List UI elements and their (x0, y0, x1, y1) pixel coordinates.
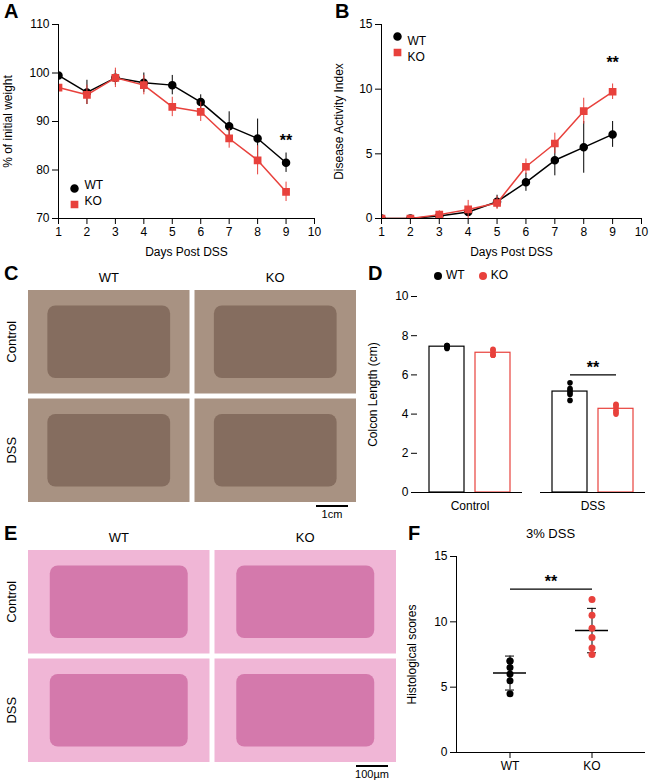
svg-text:**: ** (606, 54, 619, 71)
svg-text:5: 5 (169, 225, 176, 239)
svg-text:2: 2 (402, 446, 409, 460)
svg-text:KO: KO (408, 50, 425, 64)
svg-text:3: 3 (112, 225, 119, 239)
svg-text:1: 1 (378, 225, 385, 239)
svg-text:Colcon Length (cm): Colcon Length (cm) (366, 342, 380, 447)
svg-text:110: 110 (30, 17, 49, 31)
svg-text:5: 5 (441, 680, 448, 694)
html-text:D: D (368, 262, 383, 284)
svg-text:4: 4 (465, 225, 472, 239)
svg-text:Control: Control (4, 581, 19, 623)
html-text:A: A (4, 0, 19, 22)
svg-text:0: 0 (441, 745, 448, 759)
html-text:WT: WT (446, 268, 465, 282)
svg-text:6: 6 (523, 225, 530, 239)
html-text:E: E (4, 522, 18, 544)
svg-text:KO: KO (296, 530, 315, 545)
html-text:3% DSS: 3% DSS (525, 526, 576, 541)
svg-text:2: 2 (407, 225, 414, 239)
html-text:F: F (408, 522, 421, 544)
svg-text:5: 5 (366, 147, 373, 161)
svg-text:Days Post DSS: Days Post DSS (470, 245, 553, 259)
svg-text:10: 10 (359, 82, 373, 96)
svg-text:8: 8 (402, 329, 409, 343)
svg-text:10: 10 (635, 225, 649, 239)
svg-text:15: 15 (359, 17, 373, 31)
svg-text:4: 4 (402, 407, 409, 421)
svg-text:0: 0 (402, 485, 409, 499)
svg-text:1: 1 (55, 225, 62, 239)
svg-text:7: 7 (551, 225, 558, 239)
svg-text:100µm: 100µm (355, 768, 389, 780)
svg-text:3: 3 (436, 225, 443, 239)
svg-text:7: 7 (226, 225, 233, 239)
svg-text:**: ** (280, 132, 293, 149)
svg-text:Disease Activity Index: Disease Activity Index (332, 63, 346, 180)
svg-text:WT: WT (99, 270, 119, 285)
html-text:KO: KO (490, 268, 508, 282)
svg-text:5: 5 (494, 225, 501, 239)
svg-text:10: 10 (308, 225, 322, 239)
html-text:B: B (335, 0, 350, 22)
svg-text:9: 9 (609, 225, 616, 239)
svg-text:DSS: DSS (4, 697, 19, 724)
svg-text:10: 10 (434, 615, 448, 629)
svg-text:**: ** (587, 359, 600, 376)
svg-text:90: 90 (36, 114, 50, 128)
svg-text:Days Post DSS: Days Post DSS (145, 245, 228, 259)
svg-text:**: ** (545, 573, 558, 590)
svg-text:WT: WT (109, 530, 129, 545)
svg-text:1cm: 1cm (322, 508, 343, 520)
svg-text:9: 9 (283, 225, 290, 239)
svg-text:4: 4 (140, 225, 147, 239)
svg-text:KO: KO (85, 194, 102, 208)
svg-text:KO: KO (266, 270, 285, 285)
svg-text:WT: WT (501, 759, 520, 773)
svg-text:6: 6 (197, 225, 204, 239)
svg-text:70: 70 (36, 211, 50, 225)
svg-text:DSS: DSS (581, 499, 606, 513)
svg-text:WT: WT (85, 178, 104, 192)
svg-text:WT: WT (408, 34, 427, 48)
svg-text:Control: Control (451, 499, 490, 513)
svg-text:KO: KO (583, 759, 600, 773)
svg-text:80: 80 (36, 163, 50, 177)
svg-text:6: 6 (402, 368, 409, 382)
svg-text:0: 0 (366, 211, 373, 225)
svg-text:10: 10 (395, 289, 409, 303)
svg-text:100: 100 (29, 66, 49, 80)
svg-text:Control: Control (4, 321, 19, 363)
svg-text:8: 8 (254, 225, 261, 239)
svg-text:2: 2 (84, 225, 91, 239)
svg-text:8: 8 (580, 225, 587, 239)
svg-text:Histological scores: Histological scores (405, 604, 419, 704)
svg-text:DSS: DSS (4, 437, 19, 464)
svg-text:% of initial weight: % of initial weight (1, 74, 15, 167)
svg-text:15: 15 (434, 549, 448, 563)
html-text:C: C (4, 262, 19, 284)
